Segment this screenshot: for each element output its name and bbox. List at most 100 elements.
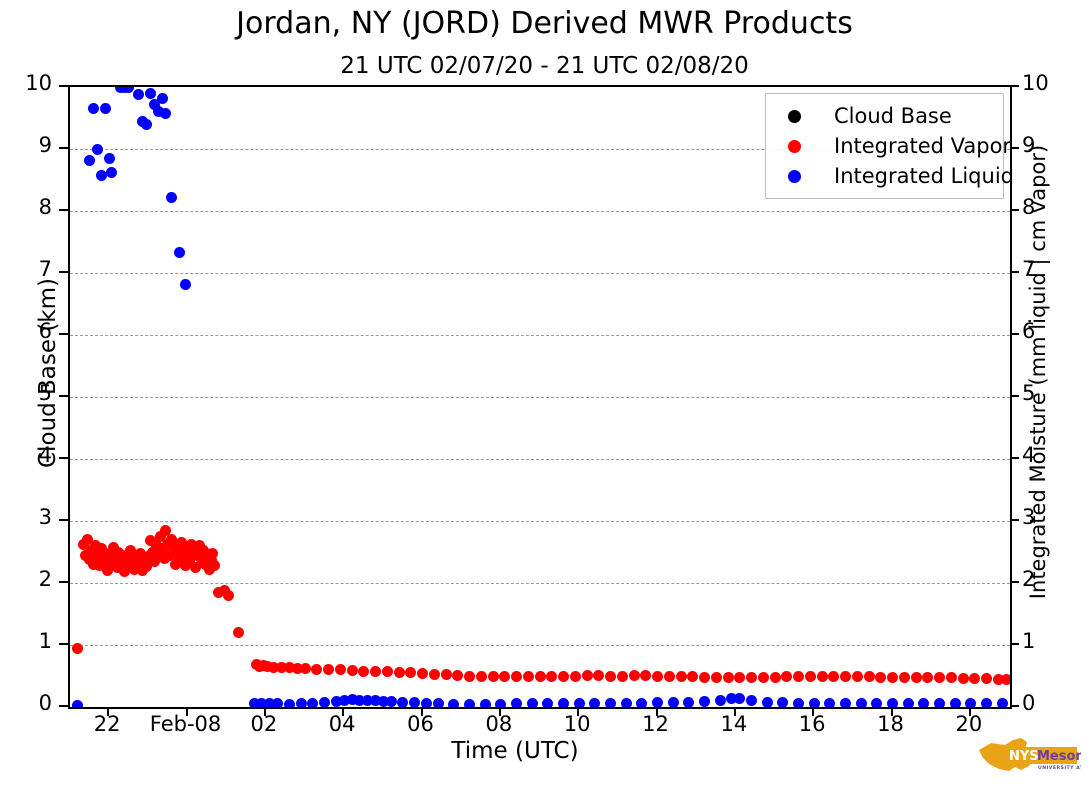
- data-point: [86, 545, 98, 557]
- data-point: [902, 697, 914, 707]
- chart-legend: Cloud Base Integrated Vapor Integrated Liq…: [765, 93, 1014, 199]
- data-point: [156, 92, 168, 104]
- data-point: [103, 152, 115, 164]
- data-point: [123, 87, 135, 93]
- data-point: [793, 697, 804, 707]
- figure-subtitle: 21 UTC 02/07/20 - 21 UTC 02/08/20: [340, 53, 749, 79]
- legend-item-label: Integrated Vapor: [834, 134, 1012, 158]
- data-point: [148, 98, 160, 110]
- data-point: [636, 697, 648, 707]
- data-point: [291, 663, 303, 675]
- y-tick-label-right: 1: [1022, 629, 1036, 653]
- y-tick-mark-right: [1010, 705, 1019, 707]
- data-point: [119, 566, 131, 578]
- data-point: [640, 669, 652, 681]
- svg-text:UNIVERSITY AT ALBANY: UNIVERSITY AT ALBANY: [1038, 765, 1081, 771]
- data-point: [511, 670, 522, 682]
- data-point: [71, 643, 83, 655]
- data-point: [855, 698, 867, 707]
- data-point: [992, 673, 1004, 685]
- data-point: [910, 672, 922, 684]
- data-point: [95, 169, 107, 181]
- y-tick-label-right: 8: [1022, 195, 1036, 219]
- y-tick-mark-left: [59, 85, 68, 87]
- data-point: [616, 670, 628, 682]
- y-tick-label-left: 10: [25, 71, 52, 95]
- y-tick-label-left: 2: [38, 567, 52, 591]
- legend-item[interactable]: Cloud Base: [766, 101, 1003, 131]
- data-point: [546, 670, 558, 682]
- data-point: [558, 670, 569, 682]
- data-point: [981, 697, 992, 707]
- x-tick-mark: [812, 707, 815, 716]
- data-point: [448, 699, 460, 707]
- data-point: [276, 662, 287, 674]
- data-point: [746, 671, 757, 683]
- legend-item[interactable]: Integrated Liquid: [766, 161, 1014, 191]
- data-point: [589, 698, 601, 707]
- x-tick-label: 20: [955, 712, 983, 736]
- data-point: [542, 698, 554, 707]
- data-point: [479, 699, 491, 707]
- data-point: [370, 695, 381, 707]
- data-point: [146, 546, 158, 558]
- data-point: [346, 664, 358, 676]
- data-point: [91, 551, 103, 563]
- data-point: [808, 697, 820, 707]
- data-point: [769, 671, 781, 683]
- data-point: [140, 561, 152, 573]
- y-tick-label-left: 3: [38, 505, 52, 529]
- page-title: Jordan, NY (JORD) Derived MWR Products: [236, 6, 853, 41]
- data-point: [683, 696, 695, 707]
- gridline: [70, 521, 1010, 522]
- x-tick-mark: [733, 707, 736, 716]
- y-tick-label-right: 5: [1022, 381, 1036, 405]
- data-point: [840, 698, 851, 707]
- data-point: [581, 669, 593, 681]
- data-point: [828, 670, 840, 682]
- data-point: [605, 697, 616, 707]
- data-point: [652, 697, 663, 707]
- data-points-layer: [70, 87, 1010, 707]
- data-point: [323, 664, 334, 676]
- data-point: [464, 699, 475, 707]
- legend-marker-icon: [788, 139, 801, 153]
- x-tick-label: 06: [407, 712, 434, 736]
- legend-item[interactable]: Integrated Vapor: [766, 131, 1011, 161]
- gridline: [70, 459, 1010, 460]
- data-point: [417, 668, 428, 680]
- x-tick-mark: [577, 707, 580, 716]
- y-tick-mark-right: [1010, 643, 1019, 645]
- data-point: [334, 664, 346, 676]
- data-point: [156, 543, 168, 555]
- gridline: [70, 583, 1010, 584]
- data-point: [522, 670, 534, 682]
- data-point: [1000, 673, 1010, 685]
- data-point: [918, 697, 930, 707]
- y-tick-mark-left: [59, 147, 68, 149]
- data-point: [71, 699, 83, 707]
- data-point: [162, 539, 174, 551]
- data-point: [605, 670, 616, 682]
- data-point: [174, 247, 186, 259]
- legend-item-label: Integrated Liquid: [834, 164, 1014, 188]
- data-point: [150, 540, 162, 552]
- data-point: [223, 589, 235, 601]
- data-point: [746, 695, 757, 707]
- y-tick-mark-left: [59, 519, 68, 521]
- data-point: [105, 558, 117, 570]
- data-point: [393, 666, 405, 678]
- data-point: [377, 695, 389, 707]
- data-point: [264, 698, 276, 707]
- y-tick-label-left: 9: [38, 133, 52, 157]
- data-point: [115, 557, 127, 569]
- data-point: [757, 671, 769, 683]
- data-point: [385, 695, 397, 707]
- data-point: [185, 539, 197, 551]
- y-tick-label-left: 7: [38, 257, 52, 281]
- data-point: [526, 698, 538, 707]
- data-point: [969, 672, 981, 684]
- x-tick-label: 02: [250, 712, 278, 736]
- nys-mesonet-logo: NYS Mesonet UNIVERSITY AT ALBANY: [975, 736, 1089, 782]
